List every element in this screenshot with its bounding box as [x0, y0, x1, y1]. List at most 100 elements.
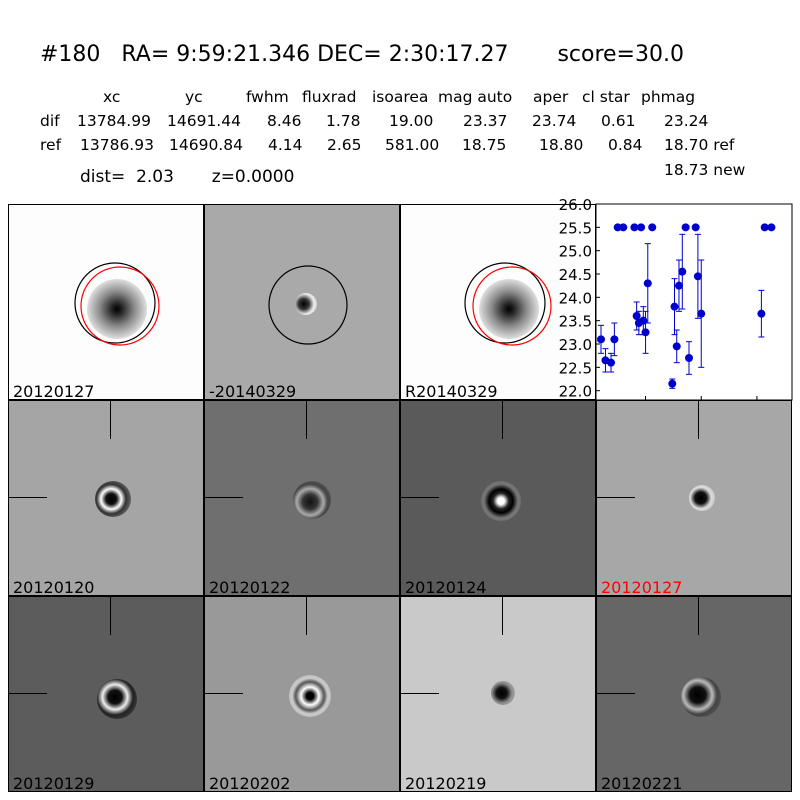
y-tick-label: 24.0 — [559, 289, 592, 307]
y-tick-label: 25.5 — [559, 219, 592, 237]
source-image — [491, 681, 515, 705]
table-cell: 0.61 — [601, 112, 636, 130]
cutout-panel-epoch: 20120124 — [400, 400, 596, 596]
source-image — [295, 293, 317, 315]
table-cell: 2.65 — [327, 136, 362, 154]
panel-label: 20120127 — [13, 382, 95, 400]
source-image — [479, 279, 539, 339]
cutout-panel-epoch: 20120122 — [204, 400, 400, 596]
col-header: fluxrad — [302, 88, 357, 106]
table-cell: 13786.93 — [80, 136, 154, 154]
panel-label: 20120219 — [405, 774, 487, 792]
data-point — [670, 302, 679, 311]
crosshair-horizontal — [401, 497, 439, 498]
data-point — [607, 358, 616, 367]
table-cell: 8.46 — [267, 112, 302, 130]
data-point — [691, 223, 700, 232]
crosshair-vertical — [306, 401, 307, 439]
crosshair-vertical — [502, 597, 503, 635]
crosshair-horizontal — [401, 693, 439, 694]
crosshair-vertical — [306, 597, 307, 635]
table-cell: 13784.99 — [77, 112, 151, 130]
data-point — [619, 223, 628, 232]
aperture-circles — [74, 262, 160, 346]
panel-label: 20120129 — [13, 774, 95, 792]
data-point — [637, 223, 646, 232]
table-cell: 1.78 — [326, 112, 361, 130]
crosshair-vertical — [698, 597, 699, 635]
data-point — [767, 223, 776, 232]
table-cell: 0.84 — [608, 136, 643, 154]
light-curve-chart: 22.022.523.023.524.024.525.025.526.0 050… — [559, 196, 793, 422]
panel-label: 20120122 — [209, 578, 291, 596]
panel-label: 20120120 — [13, 578, 95, 596]
cutout-panel-epoch: 20120219 — [400, 596, 596, 792]
cutout-panel-reference: 20120127 — [8, 204, 204, 400]
data-point — [610, 335, 619, 344]
panel-label: 20120202 — [209, 774, 291, 792]
table-cell: 19.00 — [389, 112, 434, 130]
panel-label: R20140329 — [405, 382, 498, 400]
data-point — [697, 309, 706, 318]
data-point — [693, 272, 702, 281]
table-cell: 581.00 — [385, 136, 440, 154]
col-header: yc — [185, 88, 203, 106]
cutout-panel-reference-template: R20140329 — [400, 204, 596, 400]
data-point — [613, 223, 622, 232]
data-point — [630, 223, 639, 232]
data-point — [678, 267, 687, 276]
cutout-panel-epoch: 20120129 — [8, 596, 204, 792]
data-point — [674, 281, 683, 290]
panel-label: 20120127 — [601, 578, 683, 596]
data-point — [648, 223, 657, 232]
crosshair-vertical — [110, 597, 111, 635]
data-point — [684, 354, 693, 362]
col-header: xc — [103, 88, 121, 106]
panel-label: 20120221 — [601, 774, 683, 792]
y-tick-label: 23.0 — [559, 336, 592, 354]
crosshair-horizontal — [597, 693, 635, 694]
source-image — [97, 679, 137, 719]
data-point — [757, 309, 766, 318]
data-point — [643, 279, 652, 288]
new-phmag: 18.73 new — [664, 161, 746, 179]
table-cell: 23.74 — [532, 112, 577, 130]
col-header: cl star — [582, 88, 630, 106]
crosshair-horizontal — [597, 497, 635, 498]
crosshair-horizontal — [205, 693, 243, 694]
table-cell: 14691.44 — [167, 112, 241, 130]
y-tick-label: 23.5 — [559, 313, 592, 331]
col-header: phmag — [641, 88, 696, 106]
crosshair-vertical — [698, 401, 699, 439]
y-tick-label: 26.0 — [559, 196, 592, 214]
data-point — [760, 223, 769, 232]
col-header: fwhm — [246, 88, 289, 106]
table-cell: 14690.84 — [169, 136, 243, 154]
source-image — [95, 481, 131, 517]
table-cell: 18.70 ref — [664, 136, 735, 154]
data-point — [641, 328, 650, 337]
crosshair-horizontal — [9, 693, 47, 694]
source-image — [681, 677, 721, 717]
data-point — [597, 335, 605, 344]
cutout-panel-difference: -20140329 — [204, 204, 400, 400]
y-tick-label: 24.5 — [559, 266, 592, 284]
source-image — [481, 481, 521, 521]
aperture-circles — [268, 265, 348, 345]
panel-label: 20120124 — [405, 578, 487, 596]
row-label: dif — [40, 112, 60, 130]
table-cell: 23.37 — [463, 112, 508, 130]
crosshair-vertical — [502, 401, 503, 439]
crosshair-horizontal — [205, 497, 243, 498]
cutout-panel-epoch: 20120120 — [8, 400, 204, 596]
y-tick-label: 22.0 — [559, 383, 592, 401]
table-cell: 18.75 — [462, 136, 507, 154]
y-tick-label: 22.5 — [559, 359, 592, 377]
table-cell: 23.24 — [664, 112, 709, 130]
col-header: isoarea — [372, 88, 429, 106]
crosshair-horizontal — [9, 497, 47, 498]
source-image — [289, 675, 331, 717]
col-header: aper — [533, 88, 569, 106]
cutout-panel-epoch: 20120202 — [204, 596, 400, 792]
page-title: #180 RA= 9:59:21.346 DEC= 2:30:17.27 sco… — [40, 42, 684, 67]
